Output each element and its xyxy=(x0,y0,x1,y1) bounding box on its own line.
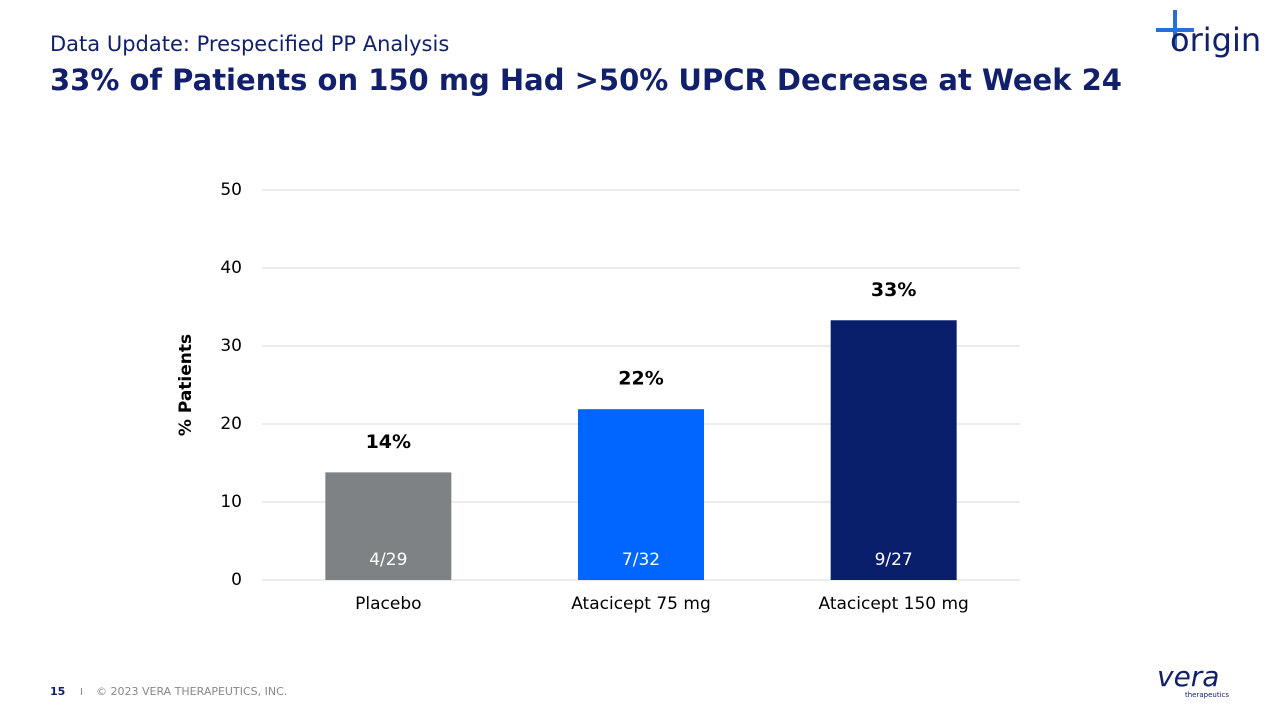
logo-bottom: vera xyxy=(1157,660,1219,693)
bar xyxy=(578,409,704,580)
logo-icon xyxy=(1156,10,1194,48)
x-tick-label: Placebo xyxy=(355,594,421,614)
y-tick-label: 30 xyxy=(220,336,242,356)
value-label: 22% xyxy=(618,368,663,390)
bar xyxy=(325,472,452,580)
y-tick-label: 0 xyxy=(231,570,242,590)
bar xyxy=(830,320,957,580)
page-number: 15 xyxy=(50,685,65,698)
y-tick-label: 40 xyxy=(220,258,242,278)
subtitle: Data Update: Prespecified PP Analysis xyxy=(50,32,449,56)
y-tick-label: 10 xyxy=(220,492,242,512)
inner-label: 4/29 xyxy=(369,550,407,570)
logo-bottom-sub: therapeutics xyxy=(1185,691,1229,699)
value-label: 14% xyxy=(366,431,411,453)
logo-top: origin xyxy=(1156,10,1261,59)
logo-text: origin xyxy=(1170,21,1261,59)
x-tick-label: Atacicept 75 mg xyxy=(571,594,711,614)
y-tick-label: 50 xyxy=(220,180,242,200)
inner-label: 7/32 xyxy=(622,550,660,570)
x-tick-label: Atacicept 150 mg xyxy=(818,594,968,614)
y-axis-label: % Patients xyxy=(176,334,196,436)
y-tick-label: 20 xyxy=(220,414,242,434)
copyright: © 2023 VERA THERAPEUTICS, INC. xyxy=(96,685,287,698)
separator: I xyxy=(80,687,83,698)
headline: 33% of Patients on 150 mg Had >50% UPCR … xyxy=(50,63,1122,97)
value-label: 33% xyxy=(871,279,916,301)
inner-label: 9/27 xyxy=(875,550,913,570)
